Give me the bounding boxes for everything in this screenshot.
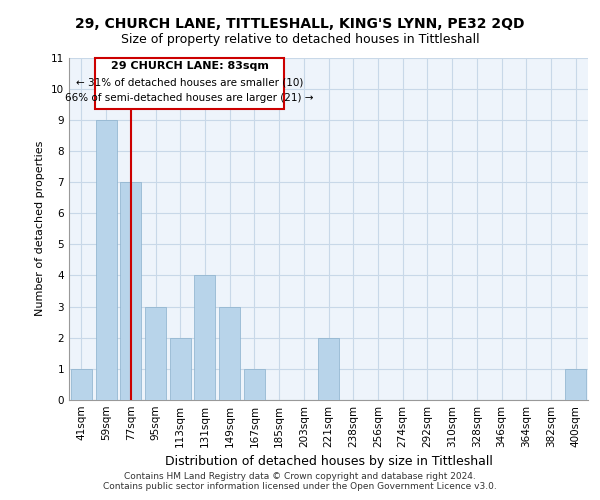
Text: ← 31% of detached houses are smaller (10): ← 31% of detached houses are smaller (10…: [76, 78, 303, 88]
Bar: [170, 338, 191, 400]
X-axis label: Distribution of detached houses by size in Tittleshall: Distribution of detached houses by size …: [164, 456, 493, 468]
Text: Size of property relative to detached houses in Tittleshall: Size of property relative to detached ho…: [121, 32, 479, 46]
Bar: [194, 276, 215, 400]
Bar: [145, 306, 166, 400]
Text: 29 CHURCH LANE: 83sqm: 29 CHURCH LANE: 83sqm: [110, 61, 268, 71]
Bar: [95, 120, 116, 400]
Text: Contains public sector information licensed under the Open Government Licence v3: Contains public sector information licen…: [103, 482, 497, 491]
Text: Contains HM Land Registry data © Crown copyright and database right 2024.: Contains HM Land Registry data © Crown c…: [124, 472, 476, 481]
Bar: [219, 306, 240, 400]
Bar: [244, 369, 265, 400]
Bar: [565, 369, 586, 400]
Bar: [318, 338, 339, 400]
Bar: [71, 369, 92, 400]
Bar: [120, 182, 141, 400]
Y-axis label: Number of detached properties: Number of detached properties: [35, 141, 46, 316]
FancyBboxPatch shape: [95, 58, 284, 109]
Text: 29, CHURCH LANE, TITTLESHALL, KING'S LYNN, PE32 2QD: 29, CHURCH LANE, TITTLESHALL, KING'S LYN…: [75, 18, 525, 32]
Text: 66% of semi-detached houses are larger (21) →: 66% of semi-detached houses are larger (…: [65, 94, 314, 104]
